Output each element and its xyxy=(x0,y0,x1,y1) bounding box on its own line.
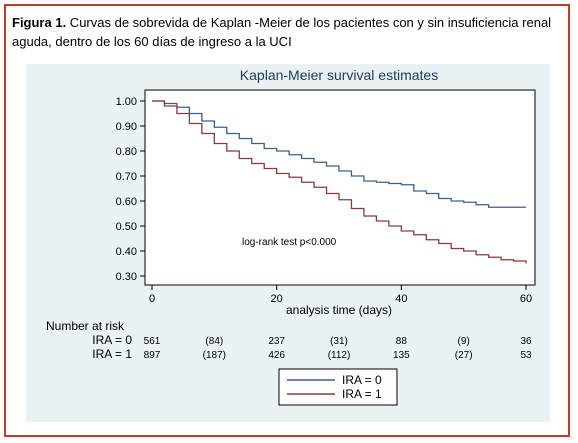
x-tick-label: 0 xyxy=(149,293,155,305)
risk-count: (84) xyxy=(205,336,223,347)
series-group xyxy=(152,100,527,264)
y-tick-label: 0.70 xyxy=(116,171,137,183)
series-line-ira-1 xyxy=(152,100,527,264)
y-tick-label: 0.50 xyxy=(116,221,137,233)
legend-box xyxy=(278,368,398,406)
risk-count: (27) xyxy=(455,350,473,361)
figure-caption-text: Curvas de sobrevida de Kaplan -Meier de … xyxy=(12,15,552,49)
risk-count: 897 xyxy=(144,350,161,361)
risk-count: 135 xyxy=(393,350,410,361)
plot-area xyxy=(144,89,536,286)
risk-count: (31) xyxy=(330,336,348,347)
risk-count: 561 xyxy=(144,336,161,347)
risk-count: (187) xyxy=(203,350,226,361)
figure-label: Figura 1. xyxy=(12,15,67,30)
risk-count: (9) xyxy=(458,336,470,347)
x-axis-label: analysis time (days) xyxy=(286,303,392,317)
figure-caption: Figura 1. Curvas de sobrevida de Kaplan … xyxy=(12,13,564,51)
y-tick-label: 0.80 xyxy=(116,146,137,158)
x-tick-label: 40 xyxy=(395,293,407,305)
y-tick-label: 1.00 xyxy=(116,96,137,108)
annotation-logrank: log-rank test p<0.000 xyxy=(242,237,337,248)
risk-count: 237 xyxy=(268,336,285,347)
risk-row-label: IRA = 0 xyxy=(92,333,132,347)
y-tick-label: 0.30 xyxy=(116,271,137,283)
y-tick-label: 0.60 xyxy=(116,196,137,208)
y-axis: 1.00 0.90 0.80 0.70 0.60 0.50 0.40 0.30 xyxy=(116,96,145,283)
y-tick-label: 0.90 xyxy=(116,121,137,133)
risk-count: 426 xyxy=(268,350,285,361)
legend-label: IRA = 0 xyxy=(342,373,382,387)
series-line-ira-0 xyxy=(152,100,526,208)
x-tick-label: 60 xyxy=(520,293,532,305)
chart-title: Kaplan-Meier survival estimates xyxy=(240,67,438,83)
x-tick-label: 20 xyxy=(271,293,283,305)
risk-row-label: IRA = 1 xyxy=(92,347,132,361)
risk-count: (112) xyxy=(328,350,351,361)
figure-frame xyxy=(4,4,570,437)
risk-table: IRA = 0 561 (84) 237 (31) 88 (9) 36 IRA = 1 897 (1… xyxy=(92,333,532,361)
x-axis: 0 20 40 60 xyxy=(149,285,532,305)
risk-count: 53 xyxy=(520,350,532,361)
risk-count: 36 xyxy=(520,336,532,347)
y-tick-label: 0.40 xyxy=(116,246,137,258)
risk-count: 88 xyxy=(396,336,408,347)
legend-label: IRA = 1 xyxy=(342,387,382,401)
risk-table-title: Number at risk xyxy=(46,319,125,333)
